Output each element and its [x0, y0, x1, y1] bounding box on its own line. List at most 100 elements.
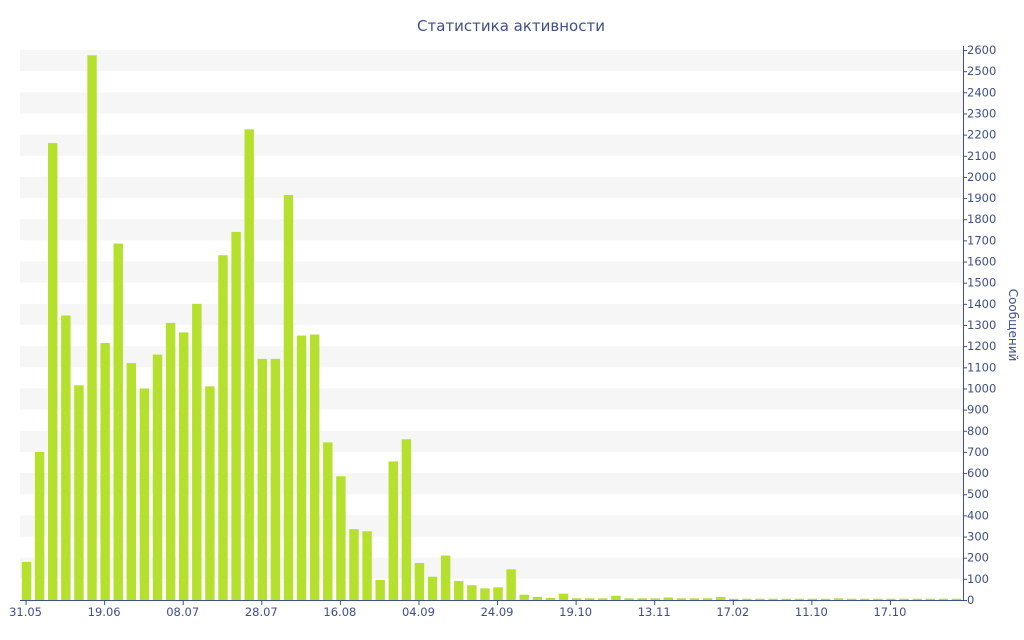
- x-tick-label: 28.07: [245, 605, 278, 619]
- bar: [336, 476, 346, 600]
- bar: [532, 596, 543, 600]
- bar: [296, 335, 307, 600]
- y-tick-label: 200: [967, 551, 989, 565]
- bar: [598, 598, 608, 600]
- bar: [571, 598, 582, 600]
- bar: [689, 598, 700, 600]
- x-tick-label: 11.10: [795, 605, 828, 619]
- y-tick-label: 700: [967, 445, 989, 459]
- bar: [794, 598, 804, 600]
- bar: [126, 363, 137, 600]
- grid-band: [20, 92, 963, 114]
- y-tick-label: 2100: [967, 149, 996, 163]
- y-tick-label: 600: [967, 466, 989, 480]
- bar: [100, 342, 110, 600]
- grid-band: [20, 430, 963, 452]
- x-tick-label: 31.05: [9, 605, 42, 619]
- bar: [427, 576, 438, 600]
- y-tick-label: 1800: [967, 212, 996, 226]
- y-tick-label: 1900: [967, 191, 996, 205]
- y-tick-label: 2200: [967, 128, 996, 142]
- bar: [663, 597, 674, 600]
- bar: [715, 596, 726, 600]
- bar: [480, 588, 490, 600]
- bar: [270, 358, 281, 600]
- grid-band: [20, 346, 963, 368]
- bar: [48, 143, 58, 601]
- bar: [179, 332, 189, 600]
- bar: [309, 334, 320, 600]
- bar: [899, 598, 909, 600]
- bar: [61, 315, 71, 600]
- x-tick-label: 13.11: [638, 605, 671, 619]
- grid-bands: [20, 50, 963, 579]
- y-tick-label: 500: [967, 487, 989, 501]
- bar: [702, 598, 713, 600]
- bar: [506, 569, 516, 600]
- bar: [21, 561, 32, 600]
- bar: [519, 594, 529, 600]
- bar: [807, 598, 818, 600]
- bar: [742, 598, 752, 600]
- y-tick-label: 800: [967, 424, 989, 438]
- bar: [951, 598, 962, 600]
- grid-band: [20, 473, 963, 495]
- bar: [833, 598, 844, 600]
- bar: [401, 439, 412, 600]
- x-tick-label: 16.08: [323, 605, 356, 619]
- y-tick-label: 2400: [967, 85, 996, 99]
- grid-band: [20, 261, 963, 283]
- bar: [165, 322, 176, 600]
- x-ticks: 31.05 19.06 08.07 28.07 16.08 04.09 24.09 19.10…: [9, 600, 906, 619]
- grid-band: [20, 219, 963, 241]
- grid-band: [20, 388, 963, 410]
- bar: [925, 598, 935, 600]
- bar: [139, 388, 150, 600]
- bar: [244, 129, 254, 601]
- bar: [558, 593, 569, 600]
- bar: [375, 579, 385, 600]
- y-tick-label: 0: [967, 593, 974, 607]
- y-tick-label: 1500: [967, 276, 996, 290]
- axes: [20, 46, 964, 601]
- y-tick-label: 1000: [967, 381, 996, 395]
- bar: [611, 595, 621, 600]
- bar: [755, 598, 765, 600]
- bar: [87, 55, 97, 601]
- bar: [768, 598, 778, 600]
- bar: [74, 385, 84, 600]
- bar: [873, 598, 883, 600]
- bar: [637, 598, 647, 600]
- x-tick-label: 04.09: [402, 605, 435, 619]
- bar: [349, 529, 359, 600]
- y-tick-label: 1400: [967, 297, 996, 311]
- grid-band: [20, 176, 963, 199]
- bar: [781, 598, 791, 600]
- bars: [21, 55, 962, 601]
- x-tick-label: 19.10: [559, 605, 592, 619]
- y-tick-label: 1600: [967, 255, 996, 269]
- bar: [414, 562, 425, 600]
- bar: [493, 587, 503, 600]
- x-tick-label: 08.07: [166, 605, 199, 619]
- bar: [440, 555, 451, 600]
- bar: [860, 598, 870, 600]
- y-tick-label: 1300: [967, 318, 996, 332]
- y-tick-label: 2500: [967, 64, 996, 78]
- y-tick-label: 300: [967, 530, 989, 544]
- bar: [729, 598, 739, 600]
- bar: [113, 243, 123, 601]
- bar: [912, 598, 922, 600]
- grid-band: [20, 50, 963, 72]
- bar: [846, 598, 857, 600]
- y-axis-label: Сообщений: [1006, 289, 1020, 362]
- y-tick-label: 2000: [967, 170, 996, 184]
- x-tick-label: 19.06: [88, 605, 121, 619]
- grid-band: [20, 515, 963, 537]
- bar: [192, 303, 202, 600]
- grid-band: [20, 557, 963, 579]
- y-tick-label: 1700: [967, 233, 996, 247]
- y-tick-label: 1100: [967, 360, 996, 374]
- y-tick-label: 2300: [967, 106, 996, 120]
